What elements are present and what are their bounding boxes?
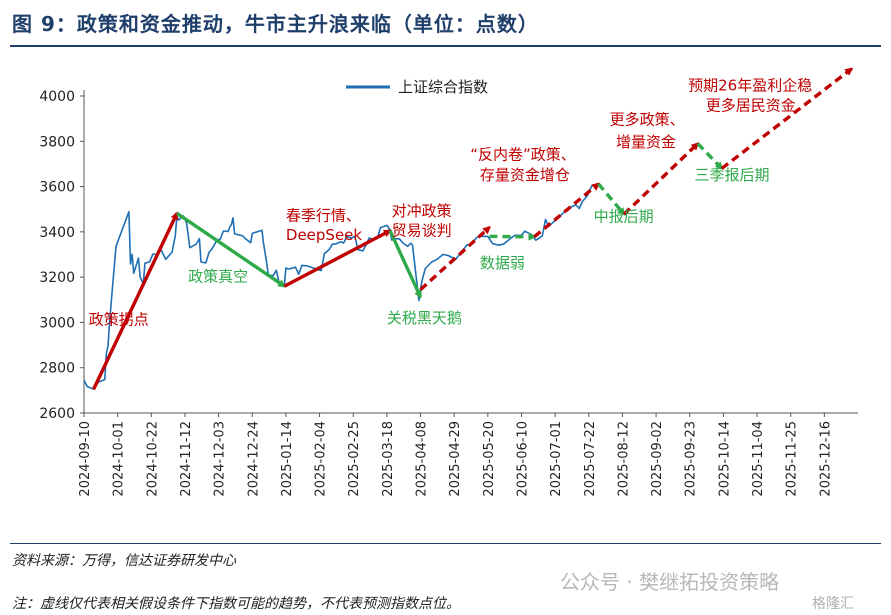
y-tick-label: 3600	[39, 180, 75, 196]
x-tick-label: 2025-09-02	[650, 421, 665, 497]
title-divider	[10, 45, 881, 47]
x-tick-label: 2024-12-03	[213, 421, 228, 497]
annotation-label: “反内卷”政策、	[470, 145, 576, 163]
x-tick-label: 2024-10-01	[112, 421, 127, 497]
trend-arrow	[696, 142, 724, 170]
source-note: 资料来源：万得，信达证券研发中心	[12, 553, 236, 569]
chart-svg: 2600 2800 3000 3200 3400 3600 3800 4000 2024-09-…	[39, 67, 858, 497]
trend-arrow	[175, 211, 286, 288]
legend-label: 上证综合指数	[398, 78, 488, 96]
x-tick-label: 2025-07-01	[549, 421, 564, 497]
y-tick-label: 3800	[39, 134, 75, 150]
annotation-label: 增量资金	[616, 133, 676, 151]
annotation-label: 对冲政策	[392, 202, 452, 220]
trend-arrow	[533, 182, 600, 239]
watermark-brand: 格隆汇	[812, 596, 854, 612]
watermark: 公众号 · 樊继拓投资策略	[560, 570, 780, 594]
annotation-label: 更多居民资金	[706, 97, 796, 115]
x-tick-label: 2024-10-22	[145, 421, 160, 497]
x-tick-label: 2025-03-18	[381, 421, 396, 497]
annotation-label: 贸易谈判	[392, 221, 452, 239]
trend-arrow	[597, 182, 626, 216]
trend-arrow	[283, 229, 392, 288]
x-tick-label: 2024-09-10	[78, 421, 93, 497]
x-tick-label: 2025-05-20	[482, 421, 497, 497]
annotation-label: 政策真空	[188, 268, 248, 286]
annotation-label: 关税黑天鹅	[387, 309, 462, 327]
x-tick-label: 2025-09-23	[684, 421, 699, 497]
annotation-label: 三季报后期	[695, 166, 770, 184]
x-tick-label: 2025-07-22	[583, 421, 598, 497]
y-tick-label: 4000	[39, 89, 75, 105]
x-tick-label: 2025-11-04	[751, 421, 766, 497]
y-tick-label: 2600	[39, 406, 75, 422]
annotation-label: 春季行情、	[286, 207, 361, 225]
x-tick-label: 2025-01-14	[280, 421, 295, 497]
x-tick-label: 2025-04-08	[415, 421, 430, 497]
y-tick-label: 3000	[39, 315, 75, 331]
annotation-label: 政策拐点	[89, 311, 149, 329]
trend-arrow	[622, 142, 700, 216]
x-tick-label: 2025-02-04	[314, 421, 329, 497]
x-tick-label: 2025-08-12	[616, 421, 631, 497]
chart-title: 图 9：政策和资金推动，牛市主升浪来临（单位：点数）	[12, 12, 539, 36]
axes-group: 2600 2800 3000 3200 3400 3600 3800 4000 2024-09-…	[39, 89, 858, 497]
annotation-label: 中报后期	[594, 208, 654, 226]
y-tick-label: 2800	[39, 361, 75, 377]
trend-arrow	[92, 211, 179, 390]
footer-divider	[10, 543, 881, 544]
annotation-label: 存量资金增仓	[480, 166, 570, 184]
x-tick-label: 2025-11-25	[785, 421, 800, 497]
x-tick-label: 2025-12-16	[818, 421, 833, 497]
annotation-label: 更多政策、	[610, 110, 685, 128]
annotation-label: 预期26年盈利企稳	[688, 76, 812, 94]
trend-arrow	[388, 230, 423, 299]
trend-arrow	[419, 225, 491, 291]
y-tick-label: 3200	[39, 270, 75, 286]
x-tick-label: 2024-12-24	[246, 421, 261, 497]
x-tick-label: 2025-04-29	[448, 421, 463, 497]
annotation-label: 数据弱	[480, 254, 525, 272]
legend: 上证综合指数	[346, 78, 488, 96]
projections-group	[92, 67, 854, 390]
x-tick-label: 2025-06-10	[515, 421, 530, 497]
trend-arrow	[720, 67, 854, 170]
disclaimer-note: 注：虚线仅代表相关假设条件下指数可能的趋势，不代表预测指数点位。	[12, 596, 460, 612]
x-tick-label: 2025-10-14	[717, 421, 732, 497]
x-tick-label: 2024-11-12	[179, 421, 194, 497]
annotation-label: DeepSeek	[286, 226, 363, 244]
x-tick-label: 2025-02-25	[347, 421, 362, 497]
y-tick-label: 3400	[39, 225, 75, 241]
